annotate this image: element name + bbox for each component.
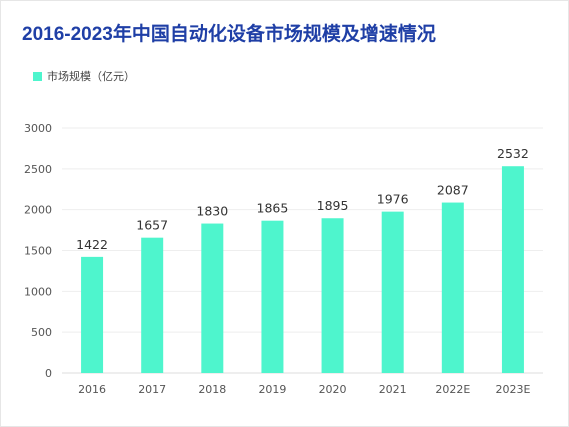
y-tick-label: 1000 — [24, 285, 52, 298]
y-tick-label: 0 — [45, 367, 52, 380]
data-label-2018: 1830 — [196, 204, 228, 219]
legend[interactable]: 市场规模（亿元） — [33, 68, 135, 84]
data-label-2020: 1895 — [317, 198, 349, 213]
legend-swatch — [33, 71, 42, 81]
data-label-2021: 1976 — [377, 192, 409, 207]
x-tick-label-2017: 2017 — [138, 383, 166, 396]
data-label-2017: 1657 — [136, 218, 168, 233]
gridlines — [62, 127, 543, 374]
bar-2016[interactable] — [81, 256, 104, 373]
y-tick-label: 3000 — [24, 122, 52, 135]
legend-label: 市场规模（亿元） — [47, 70, 135, 83]
x-tick-label-2023E: 2023E — [495, 383, 530, 396]
y-tick-label: 2000 — [24, 204, 52, 217]
data-labels: 1422 1657 1830 1865 1895 1976 2087 2532 — [76, 146, 529, 252]
x-tick-label-2019: 2019 — [258, 383, 286, 396]
bar-2021[interactable] — [381, 211, 404, 373]
x-tick-label-2018: 2018 — [198, 383, 226, 396]
x-tick-label-2021: 2021 — [379, 383, 407, 396]
bar-2018[interactable] — [201, 223, 224, 373]
data-label-2019: 1865 — [257, 201, 289, 216]
bar-2022E[interactable] — [441, 202, 464, 373]
y-tick-label: 1500 — [24, 245, 52, 258]
bars — [81, 166, 524, 373]
x-tick-label-2022E: 2022E — [435, 383, 470, 396]
y-tick-label: 2500 — [24, 163, 52, 176]
bar-2019[interactable] — [261, 220, 284, 373]
bar-2017[interactable] — [141, 237, 164, 373]
y-tick-label: 500 — [31, 326, 52, 339]
chart-title: 2016-2023年中国自动化设备市场规模及增速情况 — [22, 24, 436, 45]
data-label-2023E: 2532 — [497, 146, 529, 161]
bar-2020[interactable] — [321, 218, 344, 373]
x-axis-ticks: 2016 2017 2018 2019 2020 2021 2022E 2023E — [78, 383, 530, 396]
x-tick-label-2020: 2020 — [319, 383, 347, 396]
data-label-2022E: 2087 — [437, 183, 469, 198]
bar-2023E[interactable] — [501, 166, 524, 373]
data-label-2016: 1422 — [76, 237, 108, 252]
x-tick-label-2016: 2016 — [78, 383, 106, 396]
y-axis-ticks: 0 500 1000 1500 2000 2500 3000 — [24, 122, 52, 380]
